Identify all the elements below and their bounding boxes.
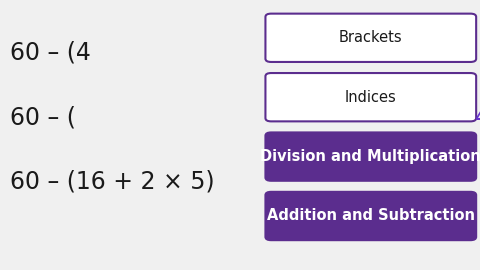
Text: 60 – (16 + 2 × 5): 60 – (16 + 2 × 5) xyxy=(10,170,214,194)
Text: Indices: Indices xyxy=(345,90,396,105)
Text: 4: 4 xyxy=(475,105,480,129)
FancyBboxPatch shape xyxy=(265,192,476,240)
FancyBboxPatch shape xyxy=(265,132,476,181)
FancyBboxPatch shape xyxy=(265,73,476,122)
Text: Brackets: Brackets xyxy=(339,30,403,45)
Text: Addition and Subtraction: Addition and Subtraction xyxy=(267,208,475,224)
Text: 60 – (4: 60 – (4 xyxy=(10,40,90,65)
Text: 60 – (: 60 – ( xyxy=(10,105,75,129)
FancyBboxPatch shape xyxy=(265,14,476,62)
Text: Division and Multiplication: Division and Multiplication xyxy=(261,149,480,164)
